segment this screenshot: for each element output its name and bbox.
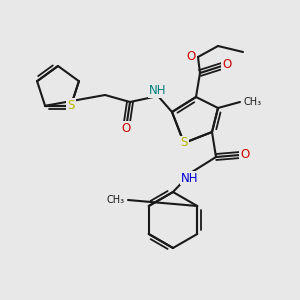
Text: O: O xyxy=(122,122,130,134)
Text: S: S xyxy=(180,136,188,149)
Text: S: S xyxy=(67,99,75,112)
Text: O: O xyxy=(222,58,232,71)
Text: S: S xyxy=(67,99,75,112)
Text: CH₃: CH₃ xyxy=(243,97,261,107)
Text: O: O xyxy=(186,50,196,62)
Text: O: O xyxy=(122,122,130,134)
Text: O: O xyxy=(222,58,232,71)
Text: CH₃: CH₃ xyxy=(107,195,125,205)
Text: NH: NH xyxy=(149,85,167,98)
Text: NH: NH xyxy=(181,172,199,184)
Text: O: O xyxy=(240,148,250,161)
Text: O: O xyxy=(186,50,196,62)
Text: O: O xyxy=(240,148,250,161)
Text: NH: NH xyxy=(181,172,199,184)
Text: S: S xyxy=(180,136,188,149)
Text: NH: NH xyxy=(149,85,167,98)
